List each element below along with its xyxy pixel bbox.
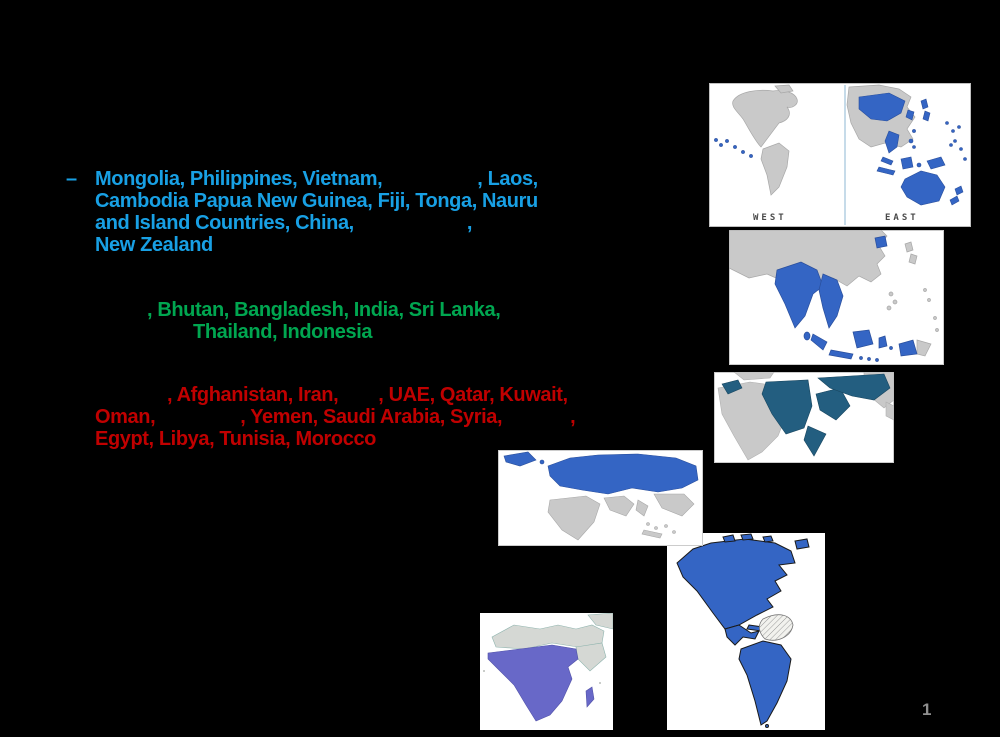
hidden-text-gap — [155, 422, 240, 423]
country-list-east-asia-pacific: Mongolia, Philippines, Vietnam, , Laos, C… — [95, 168, 538, 256]
country-list-text: , — [466, 212, 473, 234]
world-west-east-map-image: WEST EAST — [709, 83, 971, 227]
hidden-text-gap — [95, 400, 167, 401]
bullet-dash: – — [66, 168, 78, 190]
hidden-text-gap — [95, 337, 193, 338]
caribbean-hatched-region — [759, 614, 794, 641]
country-list-text: , UAE, Qatar, Kuwait, — [378, 384, 568, 406]
east-label: EAST — [885, 213, 919, 223]
country-list-line: , Afghanistan, Iran, , UAE, Qatar, Kuwait… — [95, 384, 575, 406]
hidden-text-gap — [354, 228, 467, 229]
hidden-text-gap — [382, 184, 477, 185]
country-list-text: Mongolia, Philippines, Vietnam, — [95, 168, 383, 190]
country-list-south-asia: , Bhutan, Bangladesh, India, Sri Lanka, … — [95, 299, 501, 343]
hidden-text-gap — [338, 400, 378, 401]
country-list-text: , Yemen, Saudi Arabia, Syria, — [240, 406, 503, 428]
country-list-line: Thailand, Indonesia — [95, 321, 500, 343]
hidden-text-gap — [502, 422, 570, 423]
americas-map-image — [667, 533, 825, 730]
country-list-line: Mongolia, Philippines, Vietnam, , Laos, — [95, 168, 538, 190]
country-list-mena: , Afghanistan, Iran, , UAE, Qatar, Kuwait… — [95, 384, 576, 450]
south-asia-map-image — [729, 230, 944, 365]
country-list-text: , — [570, 406, 576, 428]
country-list-line: Cambodia Papua New Guinea, Fiji, Tonga, … — [95, 190, 538, 212]
country-list-line: Oman, , Yemen, Saudi Arabia, Syria,, — [95, 406, 576, 428]
country-list-text: Cambodia Papua New Guinea, Fiji, Tonga, … — [95, 190, 538, 212]
africa-map-image — [480, 613, 613, 730]
country-list-text: New Zealand — [95, 234, 213, 256]
europe-russia-map-image — [498, 450, 703, 546]
country-list-line: , Bhutan, Bangladesh, India, Sri Lanka, — [95, 299, 501, 321]
country-list-line: New Zealand — [95, 234, 538, 256]
country-list-line: Egypt, Libya, Tunisia, Morocco — [95, 428, 575, 450]
country-list-text: , Bhutan, Bangladesh, India, Sri Lanka, — [147, 299, 501, 321]
country-list-text: Egypt, Libya, Tunisia, Morocco — [95, 428, 376, 450]
mena-map-image — [714, 372, 894, 463]
page-number: 1 — [922, 700, 932, 719]
country-list-text: , Afghanistan, Iran, — [167, 384, 339, 406]
hidden-text-gap — [95, 315, 147, 316]
country-list-text: Thailand, Indonesia — [193, 321, 373, 343]
country-list-text: Oman, — [95, 406, 156, 428]
country-list-text: and Island Countries, China, — [95, 212, 354, 234]
west-label: WEST — [753, 213, 787, 223]
country-list-line: and Island Countries, China,, — [95, 212, 538, 234]
country-list-text: , Laos, — [477, 168, 538, 190]
